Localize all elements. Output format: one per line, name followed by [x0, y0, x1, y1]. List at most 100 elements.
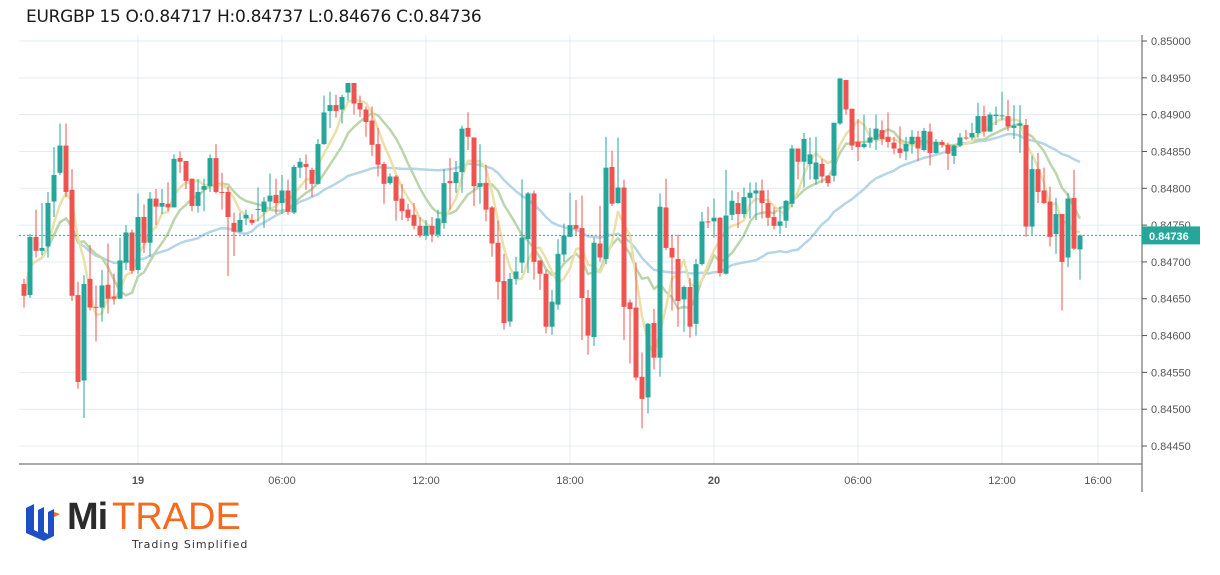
candle	[723, 169, 729, 275]
candle-body	[819, 163, 825, 177]
candle-body	[1053, 214, 1059, 234]
candle	[873, 114, 879, 150]
candle	[171, 154, 177, 208]
candle-body	[927, 131, 933, 153]
y-tick-label: 0.85000	[1151, 36, 1191, 48]
candle	[981, 105, 987, 137]
candle	[525, 191, 531, 273]
candle-body	[1023, 124, 1029, 227]
candle	[321, 95, 327, 145]
candle-body	[51, 175, 57, 202]
candle	[597, 205, 603, 262]
candle	[249, 214, 255, 226]
candle	[387, 173, 393, 185]
candle-body	[969, 133, 975, 138]
candlestick-chart[interactable]: 0.85000 0.84950 0.84900 0.84850 0.84800 0.847…	[0, 0, 1220, 495]
candle-body	[471, 137, 477, 187]
candle	[561, 223, 567, 262]
candle	[801, 133, 807, 188]
candle	[951, 144, 957, 164]
candle	[117, 237, 123, 299]
candle	[201, 178, 207, 212]
candle-body	[177, 158, 183, 162]
candle-body	[219, 191, 225, 193]
chart-title: EURGBP 15 O:0.84717 H:0.84737 L:0.84676 …	[26, 7, 482, 27]
candle	[459, 125, 465, 193]
candle	[579, 195, 585, 340]
candle	[1011, 105, 1017, 139]
candle-body	[765, 203, 771, 218]
candle-body	[783, 200, 789, 221]
candle	[681, 285, 687, 332]
candle	[393, 175, 399, 221]
candle	[159, 189, 165, 215]
candle	[753, 182, 759, 220]
candle-body	[291, 166, 297, 213]
candle-body	[105, 284, 111, 299]
candle	[879, 120, 885, 145]
candle-body	[285, 190, 291, 212]
candle-body	[441, 183, 447, 223]
candle-body	[165, 203, 171, 208]
candle	[81, 275, 87, 419]
candle	[207, 154, 213, 192]
logo-brand-mi: Mi	[67, 496, 108, 538]
candle-body	[837, 78, 843, 124]
candle	[573, 200, 579, 235]
candle-body	[933, 141, 939, 153]
candle-body	[213, 158, 219, 192]
candle	[345, 82, 351, 101]
candle	[957, 133, 963, 148]
candle-body	[759, 190, 765, 204]
candle-body	[273, 194, 279, 204]
candle-body	[639, 376, 645, 399]
candle-body	[873, 128, 879, 140]
candle-body	[33, 236, 39, 251]
candle	[1059, 214, 1065, 311]
candle-body	[513, 271, 519, 279]
candle-body	[891, 142, 897, 149]
candle-body	[369, 120, 375, 145]
candle-body	[21, 284, 27, 296]
candle-body	[333, 105, 339, 111]
candle-body	[321, 112, 327, 145]
candle-body	[249, 219, 255, 223]
candle-body	[45, 203, 51, 247]
candle	[189, 178, 195, 212]
candle	[219, 172, 225, 210]
candle-body	[387, 176, 393, 184]
candle-body	[153, 198, 159, 207]
candle-body	[231, 222, 237, 232]
candle	[495, 220, 501, 300]
candle-body	[711, 217, 717, 222]
candle	[381, 161, 387, 204]
candle-body	[981, 116, 987, 132]
candle-body	[327, 105, 333, 111]
candle	[447, 158, 453, 210]
candle	[999, 91, 1005, 121]
candle-body	[723, 215, 729, 274]
candle	[489, 205, 495, 257]
candle	[765, 189, 771, 226]
candle-body	[225, 191, 231, 217]
candle-body	[921, 130, 927, 150]
candle-body	[963, 137, 969, 139]
candle	[543, 270, 549, 334]
candle	[147, 191, 153, 257]
candle	[669, 234, 675, 311]
candle	[1029, 155, 1035, 235]
candle-body	[195, 191, 201, 206]
candle	[705, 206, 711, 229]
candle	[243, 209, 249, 226]
candle-body	[459, 128, 465, 173]
candle-body	[693, 264, 699, 324]
axes: 0.85000 0.84950 0.84900 0.84850 0.84800 0.847…	[19, 35, 1200, 492]
candle-body	[579, 228, 585, 299]
candle-body	[561, 235, 567, 255]
candle	[549, 289, 555, 335]
candle	[813, 136, 819, 185]
candle	[75, 281, 81, 389]
candle-body	[39, 247, 45, 251]
candle	[135, 193, 141, 274]
last-price-label: 0.84736	[1149, 231, 1189, 243]
